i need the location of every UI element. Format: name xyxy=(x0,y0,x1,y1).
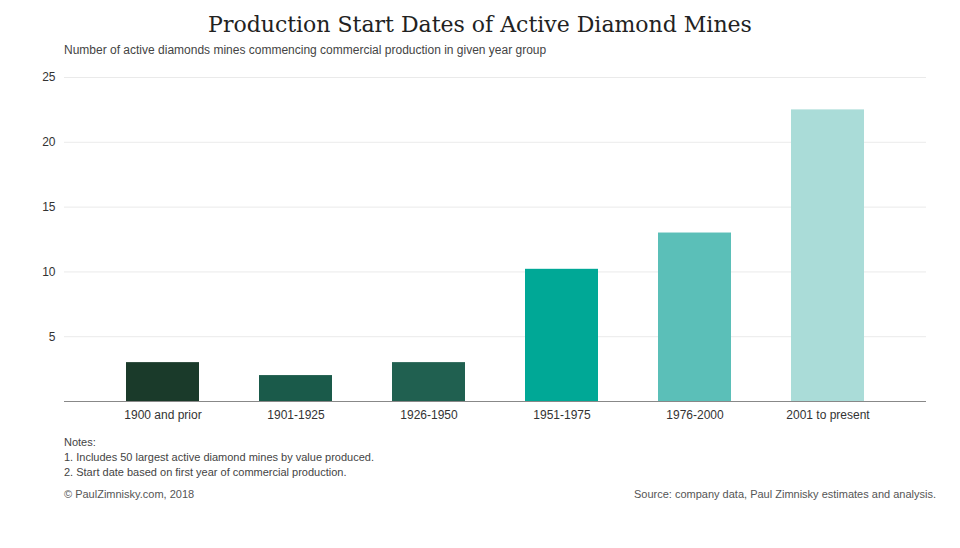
svg-text:1926-1950: 1926-1950 xyxy=(400,408,458,422)
svg-text:25: 25 xyxy=(42,70,56,84)
svg-text:20: 20 xyxy=(42,135,56,149)
html-text:Notes:: Notes: xyxy=(64,436,96,448)
html-text:© PaulZimnisky.com, 2018: © PaulZimnisky.com, 2018 xyxy=(64,488,195,500)
html-text:Production Start Dates of Acti: Production Start Dates of Active Diamond… xyxy=(208,12,752,37)
svg-text:10: 10 xyxy=(42,265,56,279)
svg-text:1951-1975: 1951-1975 xyxy=(533,408,591,422)
html-text:Number of active diamonds mine: Number of active diamonds mines commenci… xyxy=(64,43,547,57)
svg-text:1901-1925: 1901-1925 xyxy=(267,408,325,422)
html-text:Source: company data, Paul Zim: Source: company data, Paul Zimnisky esti… xyxy=(634,488,936,500)
svg-text:1900 and prior: 1900 and prior xyxy=(124,408,201,422)
svg-text:1976-2000: 1976-2000 xyxy=(666,408,724,422)
html-text:2. Start date based on first y: 2. Start date based on first year of com… xyxy=(64,466,347,478)
svg-text:15: 15 xyxy=(42,200,56,214)
svg-text:2001 to present: 2001 to present xyxy=(786,408,870,422)
svg-text:5: 5 xyxy=(49,330,56,344)
html-text:1. Includes 50 largest active: 1. Includes 50 largest active diamond mi… xyxy=(64,451,374,463)
